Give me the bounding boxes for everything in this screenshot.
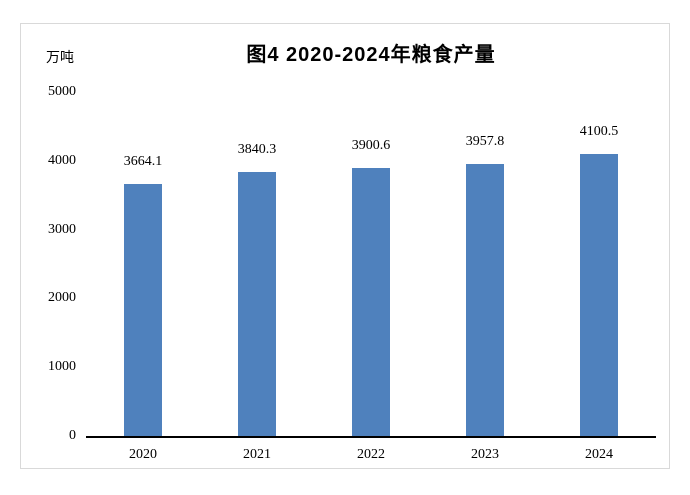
chart-title: 图4 2020-2024年粮食产量	[246, 44, 496, 66]
bar-2022	[352, 167, 390, 436]
y-axis-tick-label: 0	[69, 428, 76, 443]
y-axis-tick-label: 5000	[48, 84, 76, 99]
y-axis-tick-label: 1000	[48, 359, 76, 375]
y-axis-tick-label: 3000	[48, 221, 76, 237]
bar-2023	[466, 163, 504, 436]
y-axis-tick-label: 4000	[48, 152, 76, 168]
x-axis-label-2022: 2022	[357, 447, 385, 462]
bar-value-label: 3664.1	[123, 153, 163, 169]
x-axis-label-2024: 2024	[585, 447, 613, 462]
bar-2020	[124, 183, 162, 436]
bar-2024	[580, 153, 618, 436]
y-axis-tick-label: 2000	[48, 290, 76, 306]
bar-value-label: 4100.5	[579, 123, 619, 139]
bar-value-label: 3957.8	[465, 133, 505, 149]
bar-2021	[238, 171, 276, 436]
plot-area: 3664.1 3840.3 3900.6 3957.8 4100.5	[86, 92, 656, 438]
bar-value-label: 3840.3	[237, 141, 277, 157]
x-axis-label-2021: 2021	[243, 447, 271, 462]
x-axis-label-2023: 2023	[471, 447, 499, 462]
x-axis-label-2020: 2020	[129, 447, 157, 462]
bar-value-label: 3900.6	[351, 137, 391, 153]
y-axis-unit-label: 万吨	[46, 49, 74, 65]
